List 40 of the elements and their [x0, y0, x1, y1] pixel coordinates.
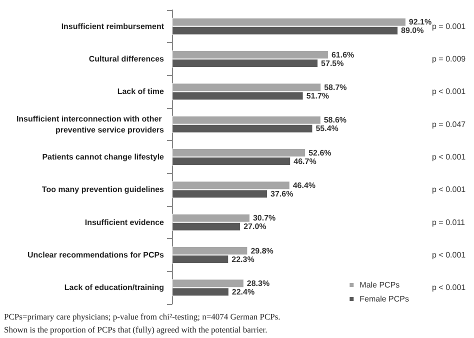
data-label: 30.7%: [252, 214, 276, 223]
y-tick-label: Too many prevention guidelines: [42, 185, 165, 194]
data-label: 46.4%: [292, 180, 316, 190]
text: p < 0.001: [432, 185, 466, 194]
data-label: 61.6%: [331, 50, 354, 60]
data-label: 22.3%: [232, 254, 254, 264]
text: p = 0.009: [432, 54, 466, 64]
text: p < 0.001: [432, 152, 466, 162]
text: p < 0.001: [432, 250, 466, 260]
text: p < 0.001: [432, 283, 466, 292]
text: p < 0.001: [432, 87, 466, 96]
y-tick-label: Cultural differences: [88, 54, 165, 64]
text: p = 0.001: [432, 22, 466, 31]
data-label: 52.6%: [308, 148, 332, 158]
text: p = 0.047: [432, 120, 466, 129]
data-label: 55.4%: [316, 124, 338, 134]
data-label: 28.3%: [246, 278, 270, 288]
data-label: 51.7%: [306, 91, 330, 100]
text: Shown is the proportion of PCPs that (fully) agreed with the potential barrier.: [4, 324, 268, 334]
y-tick-label: Insufficient evidence: [84, 218, 165, 227]
text: p = 0.011: [432, 218, 466, 227]
data-label: 58.6%: [324, 116, 347, 125]
legend-label: Male PCPs: [360, 280, 400, 290]
data-label: 37.6%: [270, 189, 294, 198]
data-label: 22.4%: [232, 287, 255, 296]
y-tick-label: Insufficient reimbursement: [61, 22, 164, 31]
data-label: 89.0%: [401, 26, 424, 36]
y-tick-label: Insufficient interconnection with other preventive service providers: [16, 114, 165, 134]
legend-label: Female PCPs: [360, 294, 410, 304]
data-label: 29.8%: [250, 246, 274, 256]
data-label: 58.7%: [324, 82, 347, 92]
text: PCPs=primary care physicians; p-value from chi²-testing; n=4074 German PCPs.: [4, 312, 280, 322]
data-label: 27.0%: [244, 222, 266, 232]
y-tick-label: Lack of time: [117, 87, 165, 96]
data-label: 46.7%: [294, 156, 316, 166]
y-tick-label: Unclear recommendations for PCPs: [28, 250, 165, 260]
data-label: 92.1%: [408, 18, 432, 27]
y-tick-label: Patients cannot change lifestyle: [42, 152, 165, 162]
y-tick-label: Lack of education/training: [64, 283, 164, 292]
data-label: 57.5%: [321, 58, 344, 68]
